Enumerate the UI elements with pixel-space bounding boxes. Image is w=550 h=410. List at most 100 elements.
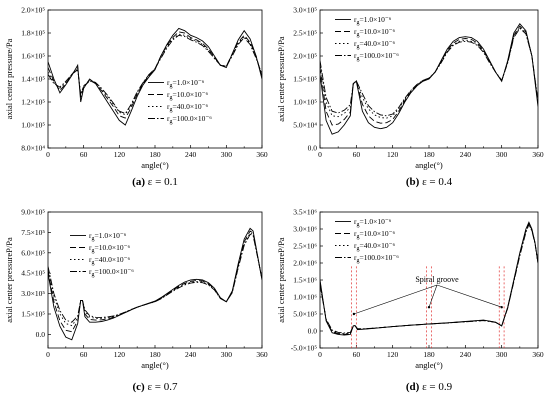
x-tick-label: 0: [46, 350, 50, 359]
legend-label-1: rg=1.0×10⁻⁶: [167, 78, 205, 89]
y-tick-label: 1.5×10⁵: [21, 310, 45, 319]
x-tick-label: 300: [221, 150, 233, 159]
plot-frame: [47, 9, 263, 149]
annotation-arrow-2: [428, 284, 438, 308]
y-tick-label: 1.5×10⁶: [293, 276, 317, 285]
legend-label-4: rg=100.0×10⁻⁶: [354, 253, 399, 264]
x-tick-label: 120: [114, 150, 126, 159]
x-axis-label: angle(°): [415, 360, 443, 370]
x-tick-label: 60: [353, 150, 361, 159]
y-tick-label: 3.0×10⁶: [293, 225, 317, 234]
x-tick-label: 240: [185, 150, 197, 159]
legend-label-1: rg=1.0×10⁻⁶: [354, 15, 392, 26]
annotation-arrowhead-2: [427, 306, 431, 309]
y-axis-label: axial center pressure/Pa: [4, 38, 14, 119]
series-line-1: [48, 227, 262, 341]
y-tick-label: 2.0×10⁶: [293, 259, 317, 268]
y-tick-label: 2.0×10⁵: [21, 6, 45, 15]
y-tick-label: 0.0: [36, 330, 46, 339]
x-tick-label: 300: [221, 350, 233, 359]
chart-panel-c: 0 60 120 180 240 300 360 0.0 1.5×10⁵ 3.0×10⁵ 4.5×1…: [4, 208, 268, 394]
series-line-2: [48, 230, 262, 333]
series-line-4: [48, 233, 262, 323]
annotation-arrow-3: [436, 284, 502, 308]
annotation-arrowhead-3: [500, 306, 503, 309]
x-tick-label: 360: [532, 150, 544, 159]
x-axis-label: angle(°): [141, 160, 169, 170]
chart-panel-b: 0 60 120 180 240 300 360 0.0 5.0×10⁴ 1.0×10⁵ 1.5×1…: [276, 6, 544, 189]
y-tick-label: 0.0: [308, 327, 318, 336]
series-line-3: [48, 33, 262, 116]
x-tick-label: 360: [532, 350, 544, 359]
legend-label-3: rg=40.0×10⁻⁶: [89, 255, 131, 266]
y-tick-label: 1.0×10⁶: [293, 293, 317, 302]
legend-label-4: rg=100.0×10⁻⁶: [167, 114, 212, 125]
legend-label-2: rg=10.0×10⁻⁶: [89, 243, 131, 254]
legend-label-1: rg=1.0×10⁻⁶: [89, 231, 127, 242]
legend-label-2: rg=10.0×10⁻⁶: [354, 229, 396, 240]
y-tick-label: 3.0×10⁵: [21, 289, 45, 298]
y-tick-label: 5.0×10⁵: [293, 310, 317, 319]
x-axis-label: angle(°): [415, 160, 443, 170]
y-axis-label: axial center pressureP/Pa: [276, 237, 286, 323]
y-tick-label: 3.0×10⁵: [293, 6, 317, 15]
x-tick-label: 300: [496, 150, 508, 159]
x-tick-label: 180: [149, 350, 161, 359]
y-tick-label: 6.0×10⁵: [21, 248, 45, 257]
legend-label-3: rg=40.0×10⁻⁶: [354, 241, 396, 252]
plot-frame: [47, 211, 263, 349]
y-tick-label: -5.0×10⁵: [291, 344, 318, 353]
y-axis-label: axial center pressureP/Pa: [276, 36, 286, 122]
x-tick-label: 60: [353, 350, 361, 359]
x-tick-label: 360: [256, 350, 268, 359]
x-tick-label: 180: [149, 150, 161, 159]
series-line-4: [48, 34, 262, 115]
x-tick-label: 240: [460, 350, 472, 359]
y-tick-label: 4.5×10⁵: [21, 269, 45, 278]
legend-label-4: rg=100.0×10⁻⁶: [354, 51, 399, 62]
annotation-text: Spiral groove: [415, 275, 459, 284]
x-tick-label: 300: [496, 350, 508, 359]
y-tick-label: 9.0×10⁵: [21, 208, 45, 217]
x-tick-label: 0: [318, 150, 322, 159]
x-tick-label: 60: [80, 350, 88, 359]
series-line-3: [320, 26, 538, 119]
x-tick-label: 0: [46, 150, 50, 159]
chart-panel-a: 0 60 120 180 240 300 360 8.0×10⁴ 1.0×10⁵ 1.2×10⁵ 1…: [4, 6, 268, 189]
panel-caption: (a) ε = 0.1: [132, 176, 178, 188]
series-line-2: [320, 25, 538, 126]
series-line-1: [320, 23, 538, 135]
x-tick-label: 180: [423, 350, 435, 359]
y-axis-label: axial center pressureP/Pa: [4, 237, 14, 323]
legend-label-4: rg=100.0×10⁻⁶: [89, 267, 134, 278]
x-tick-label: 180: [423, 150, 435, 159]
x-tick-label: 360: [256, 150, 268, 159]
y-tick-label: 3.5×10⁶: [293, 208, 317, 217]
y-tick-label: 1.8×10⁵: [21, 29, 45, 38]
legend-label-3: rg=40.0×10⁻⁶: [354, 39, 396, 50]
x-tick-label: 240: [460, 150, 472, 159]
panel-caption: (d) ε = 0.9: [406, 381, 453, 393]
x-tick-label: 60: [80, 150, 88, 159]
y-tick-label: 2.0×10⁵: [293, 52, 317, 61]
x-tick-label: 0: [318, 350, 322, 359]
panel-caption: (c) ε = 0.7: [132, 381, 178, 393]
chart-panel-d: 0 60 120 180 240 300 360 -5.0×10⁵ 0.0 5.0×10⁵ 1.0×…: [276, 208, 544, 394]
y-tick-label: 0.0: [308, 144, 318, 153]
series-line-2: [48, 31, 262, 119]
legend-label-1: rg=1.0×10⁻⁶: [354, 217, 392, 228]
y-tick-label: 1.5×10⁵: [293, 75, 317, 84]
y-tick-label: 8.0×10⁴: [21, 144, 45, 153]
legend-label-2: rg=10.0×10⁻⁶: [354, 27, 396, 38]
series-line-4: [320, 27, 538, 117]
annotation-arrow-1: [353, 284, 438, 315]
x-tick-label: 120: [387, 150, 399, 159]
y-tick-label: 5.0×10⁴: [293, 121, 317, 130]
x-axis-label: angle(°): [141, 360, 169, 370]
y-tick-label: 2.5×10⁵: [293, 29, 317, 38]
x-tick-label: 240: [185, 350, 197, 359]
y-tick-label: 2.5×10⁶: [293, 242, 317, 251]
annotation-arrowhead-1: [352, 312, 356, 316]
series-line-3: [48, 232, 262, 327]
y-tick-label: 1.6×10⁵: [21, 52, 45, 61]
